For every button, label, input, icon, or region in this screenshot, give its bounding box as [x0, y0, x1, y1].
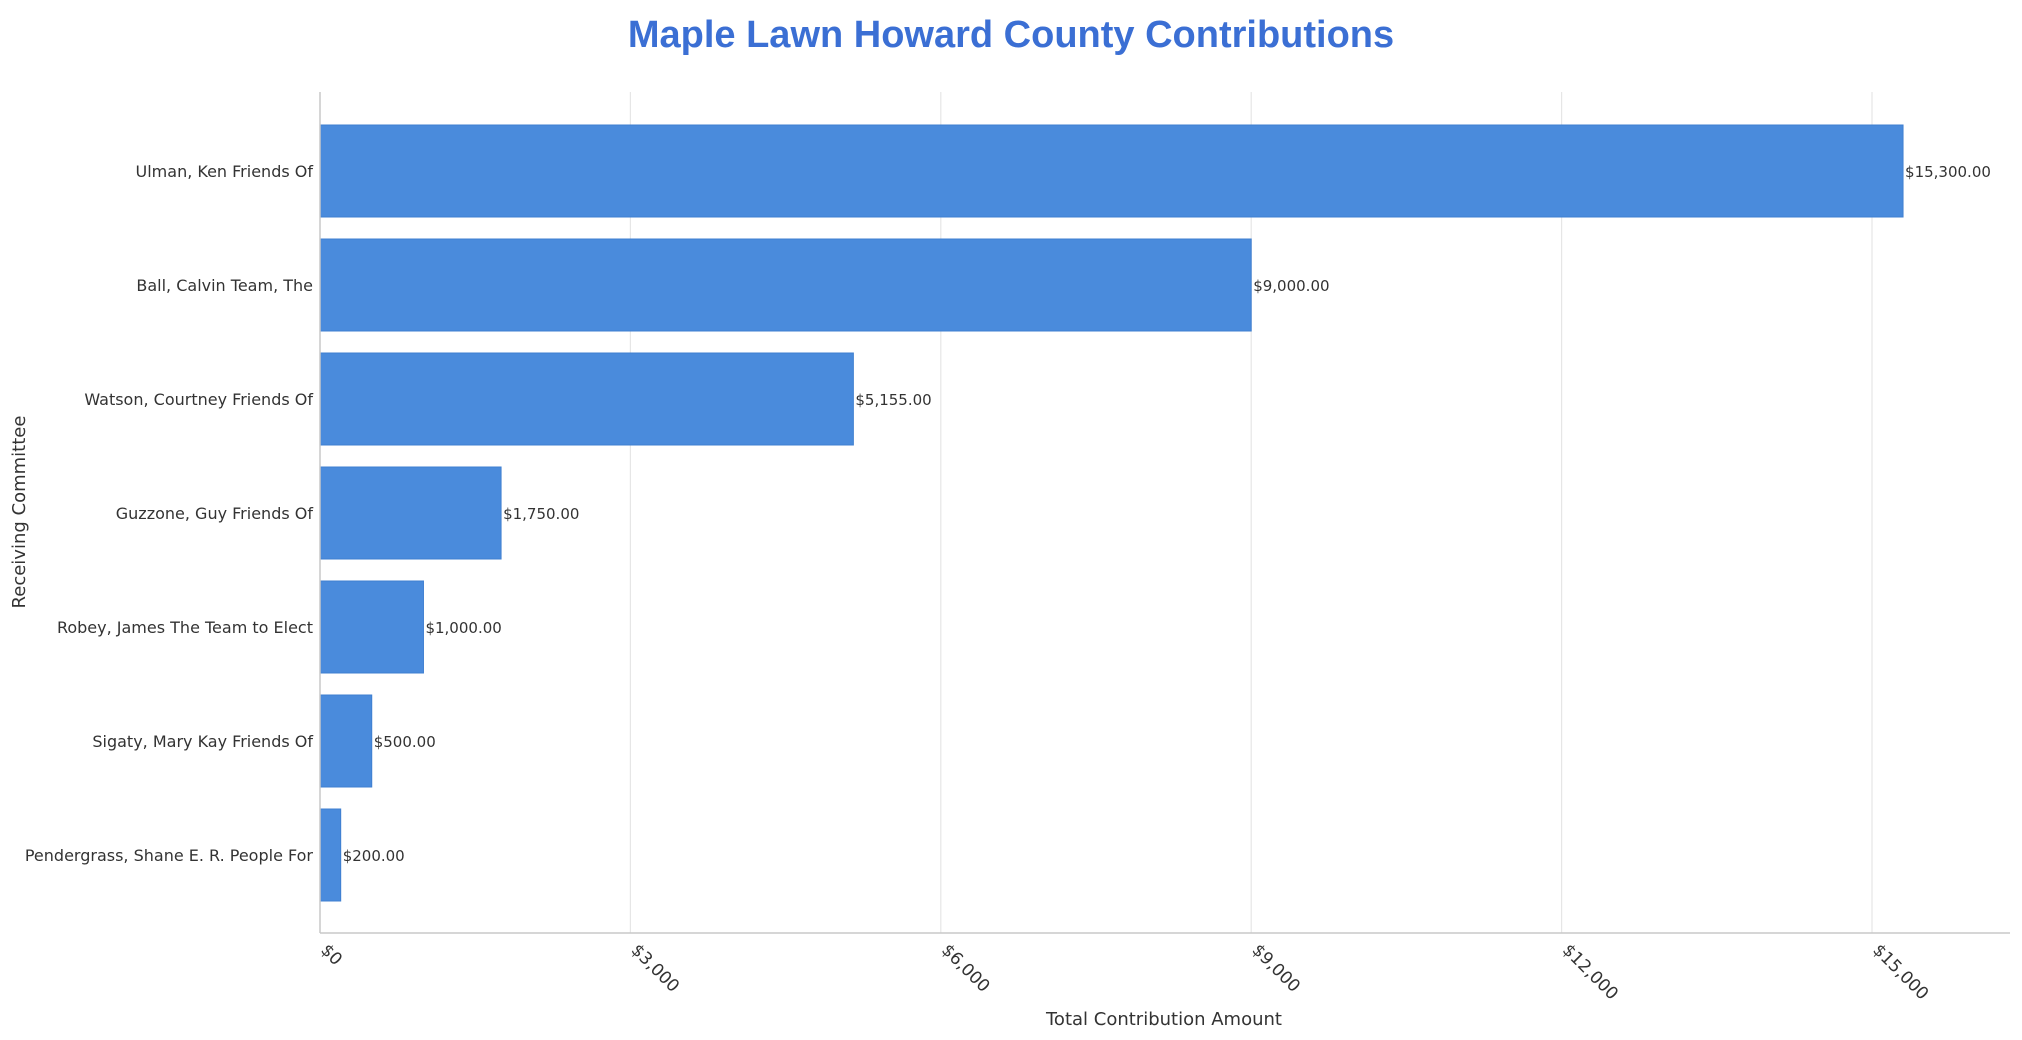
- x-tick-label: $12,000: [1558, 940, 1622, 1004]
- bar: [319, 352, 854, 446]
- data-label: $500.00: [374, 733, 436, 751]
- x-axis-title: Total Contribution Amount: [1045, 1009, 1282, 1030]
- category-label: Ulman, Ken Friends Of: [136, 162, 314, 181]
- bar: [319, 580, 424, 674]
- bar: [319, 694, 373, 788]
- data-label: $1,000.00: [425, 619, 501, 637]
- data-label: $15,300.00: [1905, 163, 1991, 181]
- data-label: $200.00: [343, 847, 405, 865]
- bar: [319, 238, 1252, 332]
- category-labels: Ulman, Ken Friends Of Ball, Calvin Team, …: [25, 162, 314, 865]
- category-label: Watson, Courtney Friends Of: [84, 390, 313, 409]
- gridlines: [629, 92, 1873, 933]
- data-label: $5,155.00: [855, 391, 931, 409]
- x-tick-label: $9,000: [1248, 940, 1304, 996]
- category-label: Robey, James The Team to Elect: [57, 618, 313, 637]
- category-label: Pendergrass, Shane E. R. People For: [25, 846, 314, 865]
- bar: [319, 124, 1904, 218]
- x-tick-label: $0: [316, 940, 345, 969]
- category-label: Sigaty, Mary Kay Friends Of: [92, 732, 313, 751]
- bar: [319, 466, 502, 560]
- data-label: $9,000.00: [1253, 277, 1329, 295]
- x-tick-labels: $0 $3,000 $6,000 $9,000 $12,000 $15,000: [316, 940, 1932, 1004]
- chart-title: Maple Lawn Howard County Contributions: [627, 14, 1395, 56]
- y-axis-title: Receiving Committee: [9, 416, 30, 609]
- x-tick-label: $6,000: [937, 940, 993, 996]
- category-label: Ball, Calvin Team, The: [136, 276, 313, 295]
- category-label: Guzzone, Guy Friends Of: [116, 504, 314, 523]
- x-tick-label: $3,000: [627, 940, 683, 996]
- data-labels: $15,300.00 $9,000.00 $5,155.00 $1,750.00 $1,…: [343, 163, 1991, 865]
- bars: [319, 124, 1904, 902]
- data-label: $1,750.00: [503, 505, 579, 523]
- bar: [319, 808, 342, 902]
- x-tick-label: $15,000: [1868, 940, 1932, 1004]
